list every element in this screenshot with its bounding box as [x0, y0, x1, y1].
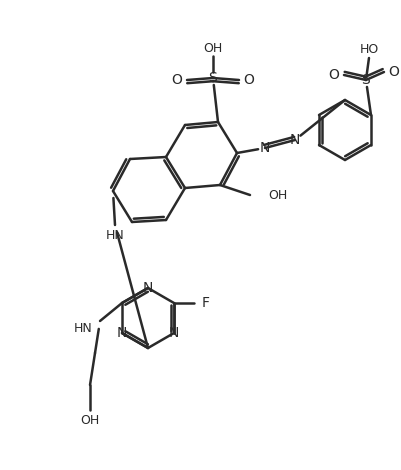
Text: OH: OH	[267, 188, 287, 202]
Text: HO: HO	[358, 42, 378, 55]
Text: OH: OH	[80, 414, 99, 426]
Text: N: N	[168, 326, 179, 340]
Text: O: O	[328, 68, 338, 82]
Text: O: O	[171, 73, 182, 87]
Text: F: F	[201, 296, 209, 310]
Text: OH: OH	[203, 41, 222, 55]
Text: HN: HN	[73, 322, 92, 336]
Text: N: N	[117, 326, 127, 340]
Text: O: O	[388, 65, 399, 79]
Text: O: O	[243, 73, 254, 87]
Text: HN: HN	[105, 228, 124, 242]
Text: S: S	[361, 73, 369, 87]
Text: S: S	[208, 71, 217, 85]
Text: N: N	[289, 133, 300, 147]
Text: N: N	[142, 281, 153, 295]
Text: N: N	[259, 141, 269, 155]
